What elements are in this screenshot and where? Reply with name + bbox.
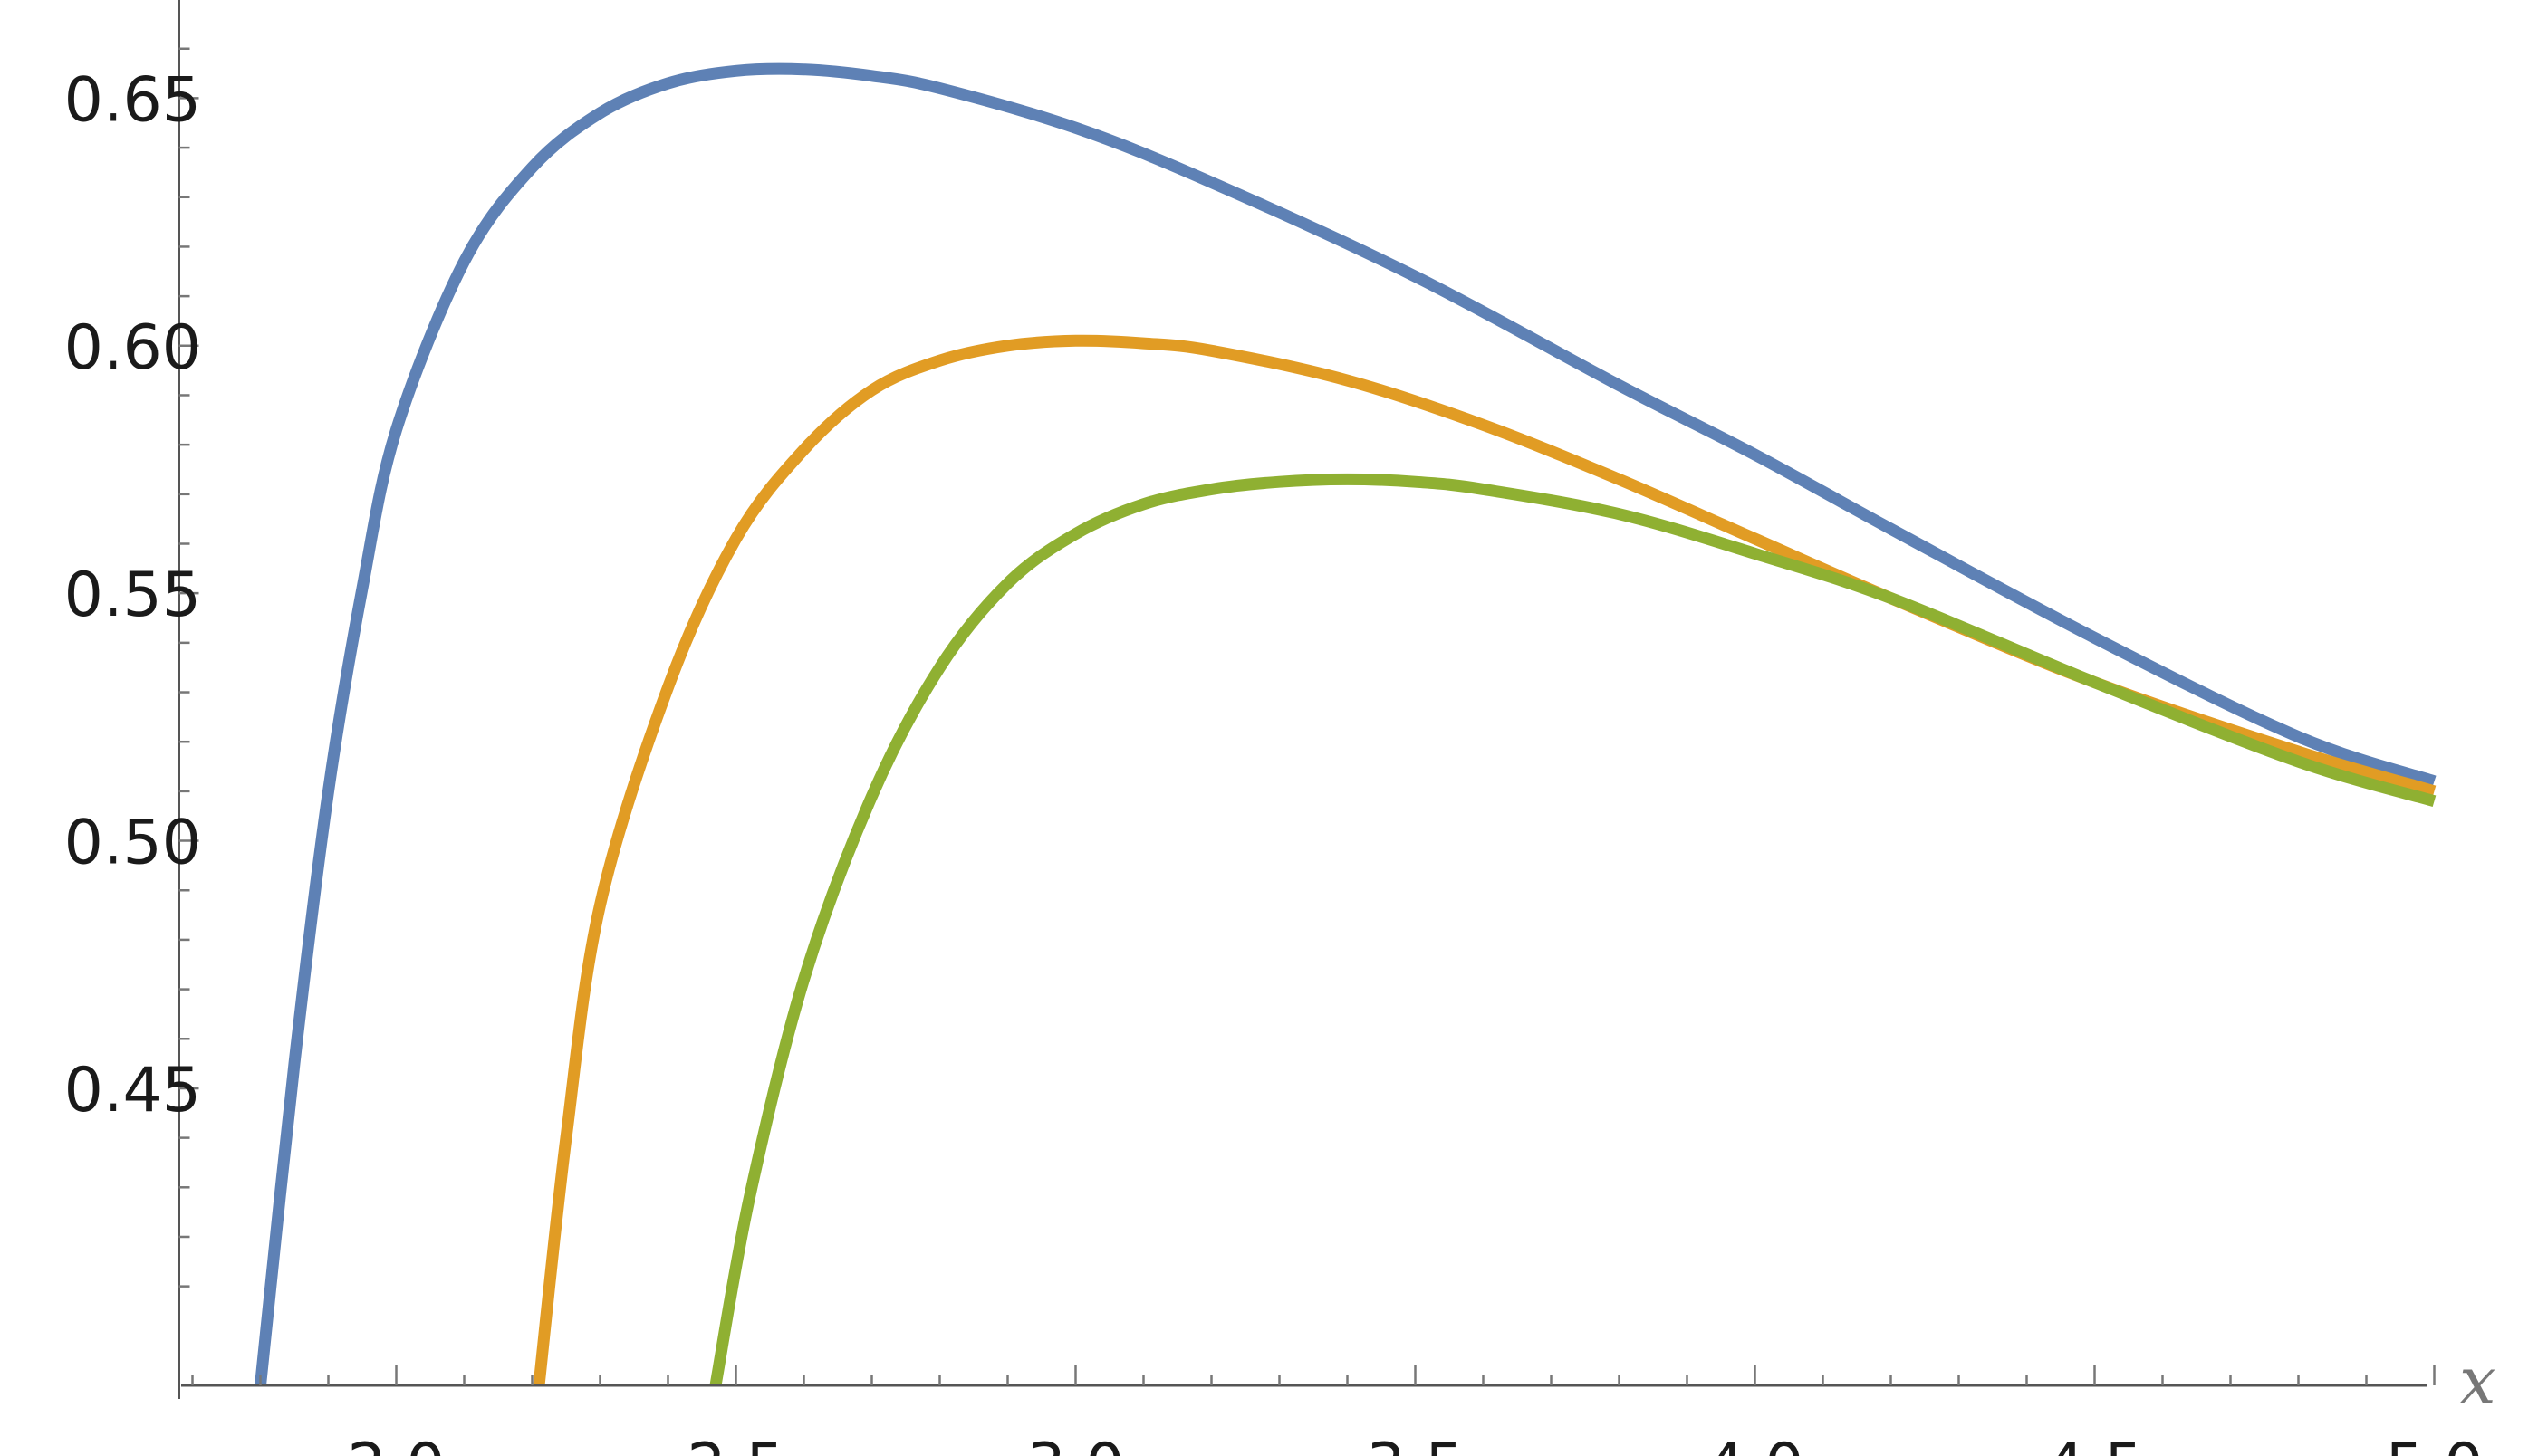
ticks-layer	[178, 47, 2436, 1385]
x-axis-label: x	[2459, 1343, 2496, 1419]
series-layer	[255, 62, 2437, 1387]
x-tick-label: 4.5	[2045, 1431, 2143, 1456]
labels-layer: x 2.0 2.5 3.0 3.5 4.0 4.5 5.0 0.45 0.50 0.55 0.60 0…	[64, 64, 2496, 1456]
y-tick-label: 0.55	[64, 560, 201, 631]
series-line-1	[255, 62, 2437, 1386]
y-tick-label: 0.45	[64, 1055, 201, 1126]
x-tick-label: 3.0	[1026, 1431, 1124, 1456]
series-line-2	[533, 334, 2437, 1386]
x-tick-label: 2.0	[347, 1431, 445, 1456]
y-tick-label: 0.50	[64, 808, 201, 879]
y-tick-label: 0.60	[64, 312, 201, 384]
y-tick-label: 0.65	[64, 64, 201, 136]
x-tick-label: 3.5	[1366, 1431, 1464, 1456]
x-tick-label: 4.0	[1706, 1431, 1803, 1456]
axes-layer	[178, 0, 2427, 1399]
series-line-3	[709, 473, 2437, 1387]
x-tick-label: 2.5	[687, 1431, 784, 1456]
x-tick-label: 5.0	[2385, 1431, 2483, 1456]
